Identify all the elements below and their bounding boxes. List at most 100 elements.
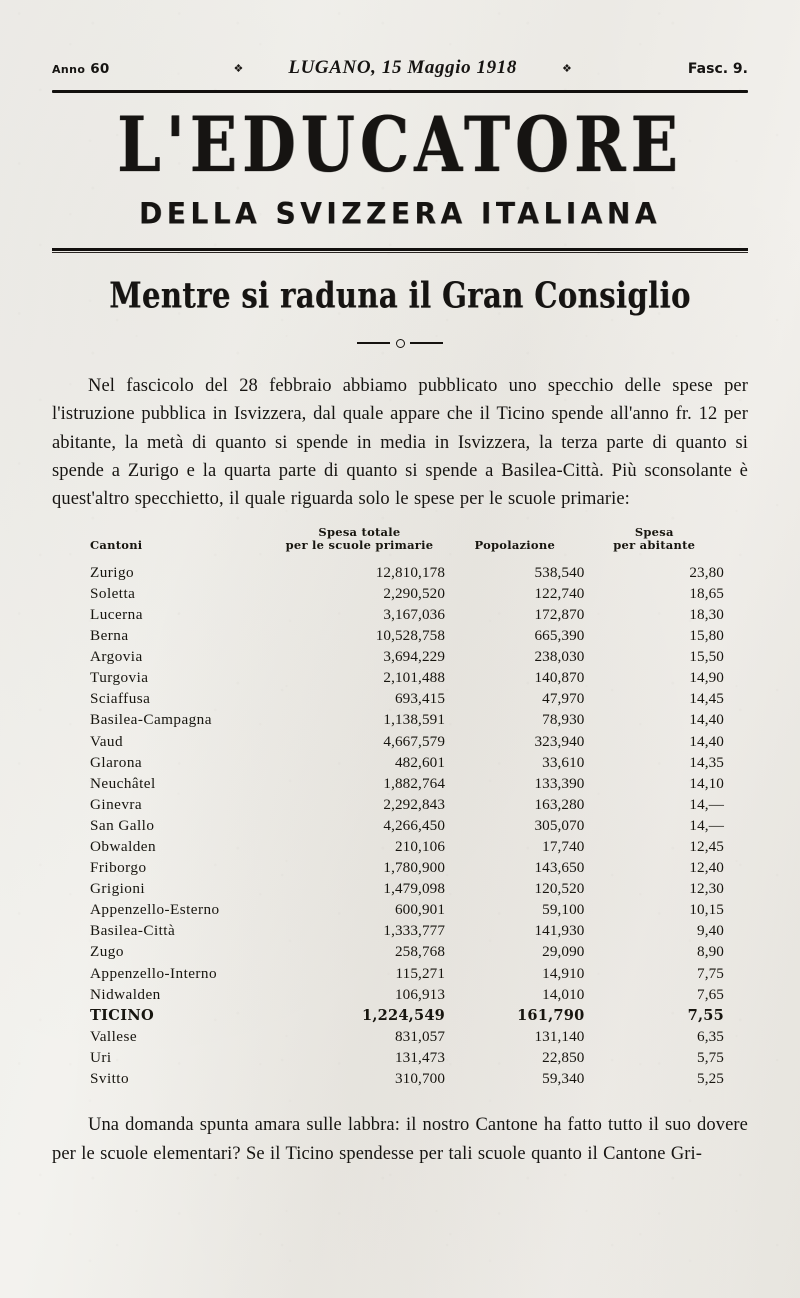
cell-cantone: Turgovia [90, 669, 149, 687]
cell-cantone: Glarona [90, 753, 143, 771]
table-row: Lucerna 3,167,036 172,870 18,30 [90, 604, 724, 625]
cell-cantone: TICINO [90, 1006, 154, 1024]
table-row: Basilea-Città 1,333,777 141,930 9,40 [90, 920, 724, 941]
cell-cantone: Grigioni [90, 880, 146, 898]
cell-popolazione: 78,930 [542, 711, 585, 729]
cell-cantone: Soletta [90, 584, 136, 602]
cell-spesa-abitante: 8,90 [697, 943, 724, 961]
masthead-subtitle: DELLA SVIZZERA ITALIANA [139, 195, 661, 231]
cell-spesa-abitante: 12,30 [689, 880, 724, 898]
cell-popolazione: 140,870 [534, 669, 585, 687]
masthead-title: L'EDUCATORE [117, 100, 683, 190]
table-row: Basilea-Campagna 1,138,591 78,930 14,40 [90, 709, 724, 730]
cell-spesa-totale: 10,528,758 [375, 627, 446, 645]
table-row: Neuchâtel 1,882,764 133,390 14,10 [90, 773, 724, 794]
cell-cantone: Vaud [90, 732, 124, 750]
cell-spesa-abitante: 14,90 [689, 669, 724, 687]
issue-anno-label: Anno [52, 63, 86, 76]
cell-popolazione: 22,850 [542, 1048, 585, 1066]
column-header-spesa-totale: Spesa totale per le scuole primarie [274, 524, 445, 562]
cell-spesa-abitante: 14,10 [689, 774, 724, 792]
cell-popolazione: 59,100 [542, 901, 585, 919]
table-row: Svitto 310,700 59,340 5,25 [90, 1068, 724, 1089]
statistics-table-wrapper: Cantoni Spesa totale per le scuole prima… [52, 524, 748, 1089]
column-header-cantoni-line1: Cantoni [90, 538, 143, 553]
cell-popolazione: 141,930 [534, 922, 585, 940]
column-header-spesa-totale-line1: Spesa totale [318, 524, 401, 539]
cell-spesa-totale: 600,901 [394, 901, 446, 919]
column-header-spesa-totale-line2: per le scuole primarie [285, 538, 434, 553]
cell-spesa-abitante: 6,35 [697, 1027, 724, 1045]
cell-popolazione: 131,140 [534, 1027, 585, 1045]
cell-spesa-abitante: 9,40 [697, 922, 724, 940]
table-row: Appenzello-Interno 115,271 14,910 7,75 [90, 963, 724, 984]
cell-spesa-abitante: 14,40 [689, 711, 724, 729]
cell-popolazione: 172,870 [534, 605, 585, 623]
cell-cantone: Berna [90, 627, 129, 645]
cell-cantone: Ginevra [90, 795, 143, 813]
cell-spesa-totale: 258,768 [394, 943, 446, 961]
circle-ornament-icon [396, 338, 405, 348]
cell-cantone: Sciaffusa [90, 690, 151, 708]
cell-spesa-totale: 4,266,450 [383, 816, 446, 834]
cell-cantone: Basilea-Città [90, 922, 176, 940]
table-row: Friborgo 1,780,900 143,650 12,40 [90, 857, 724, 878]
cell-spesa-totale: 693,415 [394, 690, 446, 708]
issue-fascicolo: Fasc. 9. [687, 61, 748, 77]
header-rule [52, 90, 748, 93]
cell-spesa-totale: 12,810,178 [375, 563, 446, 581]
cell-spesa-totale: 2,101,488 [383, 669, 446, 687]
cell-popolazione: 14,910 [542, 964, 585, 982]
cell-popolazione: 238,030 [534, 648, 585, 666]
cell-spesa-abitante: 14,35 [689, 753, 724, 771]
cell-popolazione: 29,090 [542, 943, 585, 961]
cell-spesa-totale: 2,290,520 [383, 584, 446, 602]
diamond-ornament-left: ❖ [233, 63, 244, 75]
table-body: Zurigo 12,810,178 538,540 23,80 Soletta 2,290… [90, 562, 724, 1089]
cell-spesa-totale: 310,700 [394, 1070, 446, 1088]
cell-spesa-abitante: 18,30 [689, 605, 724, 623]
cell-spesa-abitante: 18,65 [689, 584, 724, 602]
cell-spesa-abitante: 5,25 [697, 1070, 724, 1088]
cell-spesa-totale: 2,292,843 [383, 795, 446, 813]
cell-cantone: Svitto [90, 1070, 129, 1088]
cell-cantone: Lucerna [90, 605, 143, 623]
cell-spesa-abitante: 12,45 [689, 838, 724, 855]
cell-spesa-totale: 482,601 [394, 753, 446, 771]
cell-cantone: Vallese [90, 1027, 138, 1045]
issue-place-date: LUGANO, 15 Maggio 1918 [288, 57, 517, 78]
intro-paragraph: Nel fascicolo del 28 febbraio abbiamo pu… [52, 372, 748, 514]
cell-spesa-abitante: 12,40 [689, 859, 724, 877]
cell-spesa-totale: 106,913 [394, 985, 446, 1003]
cell-cantone: Nidwalden [90, 985, 161, 1003]
cell-spesa-totale: 1,333,777 [383, 922, 446, 940]
cell-cantone: San Gallo [90, 816, 155, 834]
cell-spesa-abitante: 14,45 [689, 690, 724, 708]
statistics-table: Cantoni Spesa totale per le scuole prima… [90, 524, 725, 1089]
cell-cantone: Appenzello-Esterno [90, 901, 220, 919]
diamond-ornament-right: ❖ [561, 63, 572, 75]
cell-spesa-totale: 831,057 [394, 1027, 446, 1045]
cell-spesa-totale: 1,479,098 [383, 880, 446, 898]
table-row: Argovia 3,694,229 238,030 15,50 [90, 646, 724, 667]
page-content: Anno 60 ❖ LUGANO, 15 Maggio 1918 ❖ Fasc.… [52, 57, 748, 1164]
headline-ornament-divider [357, 337, 443, 349]
intro-paragraph-text: Nel fascicolo del 28 febbraio abbiamo pu… [52, 375, 748, 510]
cell-popolazione: 665,390 [534, 627, 585, 645]
cell-cantone: Basilea-Campagna [90, 711, 212, 729]
table-header-row: Cantoni Spesa totale per le scuole prima… [90, 524, 725, 562]
column-header-popolazione-line1: Popolazione [474, 538, 556, 553]
masthead-rule [52, 247, 748, 253]
issue-anno: Anno 60 [52, 61, 109, 77]
table-row: Soletta 2,290,520 122,740 18,65 [90, 583, 724, 604]
table-row: Nidwalden 106,913 14,010 7,65 [90, 984, 724, 1005]
cell-spesa-abitante: 14,— [689, 795, 724, 813]
table-row: Obwalden 210,106 17,740 12,45 [90, 836, 724, 857]
cell-spesa-totale: 4,667,579 [383, 732, 446, 750]
table-row: Zugo 258,768 29,090 8,90 [90, 941, 724, 962]
closing-paragraph-text: Una domanda spunta amara sulle labbra: i… [52, 1115, 748, 1164]
column-header-spesa-abitante: Spesa per abitante [585, 525, 725, 562]
cell-popolazione: 122,740 [534, 584, 585, 602]
cell-cantone: Zurigo [90, 563, 135, 581]
cell-cantone: Neuchâtel [90, 774, 156, 792]
